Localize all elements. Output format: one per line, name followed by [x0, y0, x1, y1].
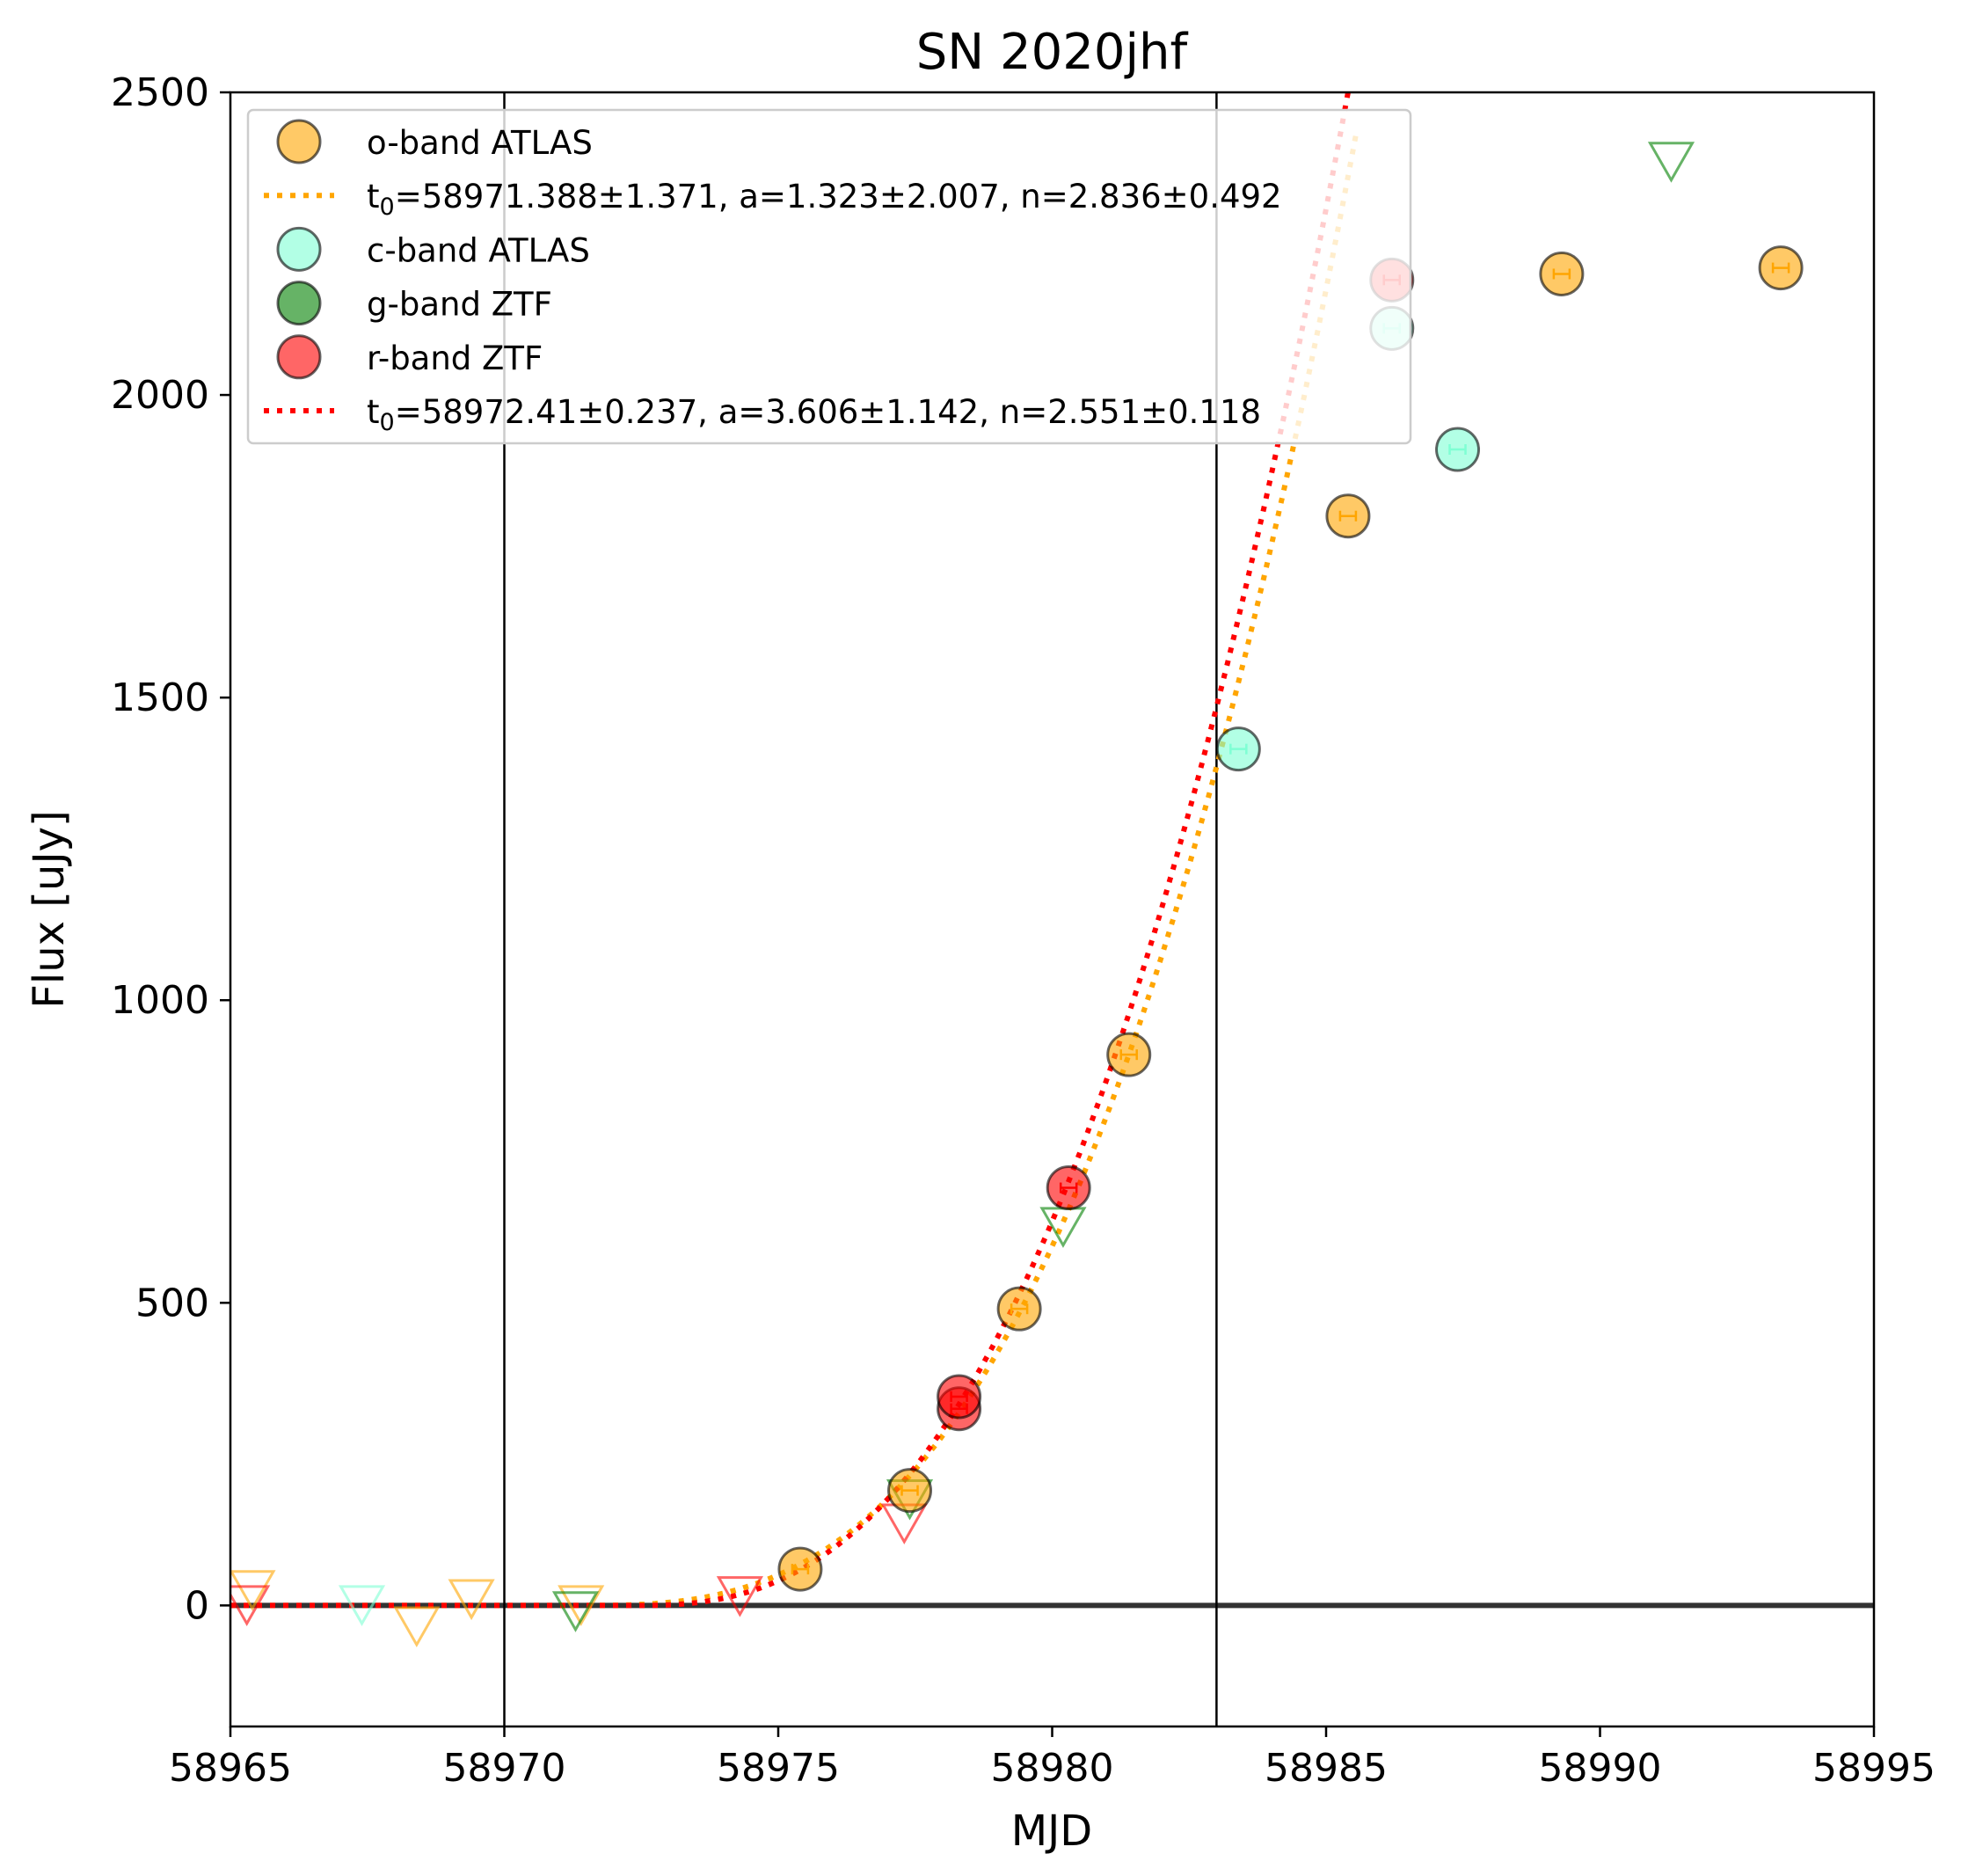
legend-subscript: 0 — [380, 409, 395, 436]
y-axis-ticks: 0 500 1000 1500 2000 2500 — [111, 70, 230, 1628]
y-tick-label: 2500 — [111, 70, 209, 115]
upper-limit-o — [448, 1579, 495, 1621]
x-tick-label: 58970 — [443, 1746, 566, 1791]
x-axis-ticks: 58965 58970 58975 58980 58985 58990 58995 — [169, 1726, 1935, 1791]
x-tick-label: 58985 — [1265, 1746, 1388, 1791]
x-tick-label: 58995 — [1812, 1746, 1935, 1791]
upper-limit-o — [558, 1585, 605, 1626]
upper-limit-r — [230, 1585, 271, 1626]
legend-label: r-band ZTF — [367, 339, 543, 377]
y-tick-label: 2000 — [111, 373, 209, 418]
legend-label: g-band ZTF — [367, 286, 552, 324]
legend-label: t0=58972.41±0.237, a=3.606±1.142, n=2.55… — [367, 393, 1261, 436]
y-tick-label: 1000 — [111, 978, 209, 1023]
legend-subscript: 0 — [380, 193, 395, 221]
y-axis-label: Flux [uJy] — [25, 810, 74, 1008]
upper-limit-r — [716, 1576, 763, 1617]
legend-marker-r — [276, 334, 322, 380]
legend-label: t0=58971.388±1.371, a=1.323±2.007, n=2.8… — [367, 178, 1282, 221]
upper-limit-o — [393, 1606, 441, 1648]
legend-label: c-band ATLAS — [367, 231, 590, 269]
upper-limit-c — [338, 1585, 386, 1626]
x-axis-label: MJD — [1011, 1807, 1093, 1856]
upper-limit-g — [1647, 142, 1695, 183]
upper-limit-o — [230, 1570, 276, 1611]
legend-marker-g — [276, 281, 322, 326]
x-tick-label: 58975 — [717, 1746, 840, 1791]
y-tick-label: 0 — [185, 1583, 209, 1628]
legend-label-rest: =58972.41±0.237, a=3.606±1.142, n=2.551±… — [395, 393, 1261, 431]
upper-limit-g — [551, 1591, 600, 1632]
chart-title: SN 2020jhf — [916, 24, 1189, 81]
y-tick-label: 1500 — [111, 675, 209, 720]
legend-label-rest: =58971.388±1.371, a=1.323±2.007, n=2.836… — [395, 178, 1282, 215]
legend-box — [246, 108, 1412, 445]
legend: o-band ATLAS t0=58971.388±1.371, a=1.323±… — [246, 108, 1412, 445]
legend-marker-c — [276, 226, 322, 272]
x-tick-label: 58990 — [1539, 1746, 1662, 1791]
fit-curve-r — [230, 92, 1352, 1609]
x-tick-label: 58965 — [169, 1746, 292, 1791]
y-tick-label: 500 — [135, 1281, 209, 1325]
x-tick-label: 58980 — [991, 1746, 1114, 1791]
legend-marker-o — [276, 119, 322, 164]
legend-label: o-band ATLAS — [367, 124, 593, 162]
